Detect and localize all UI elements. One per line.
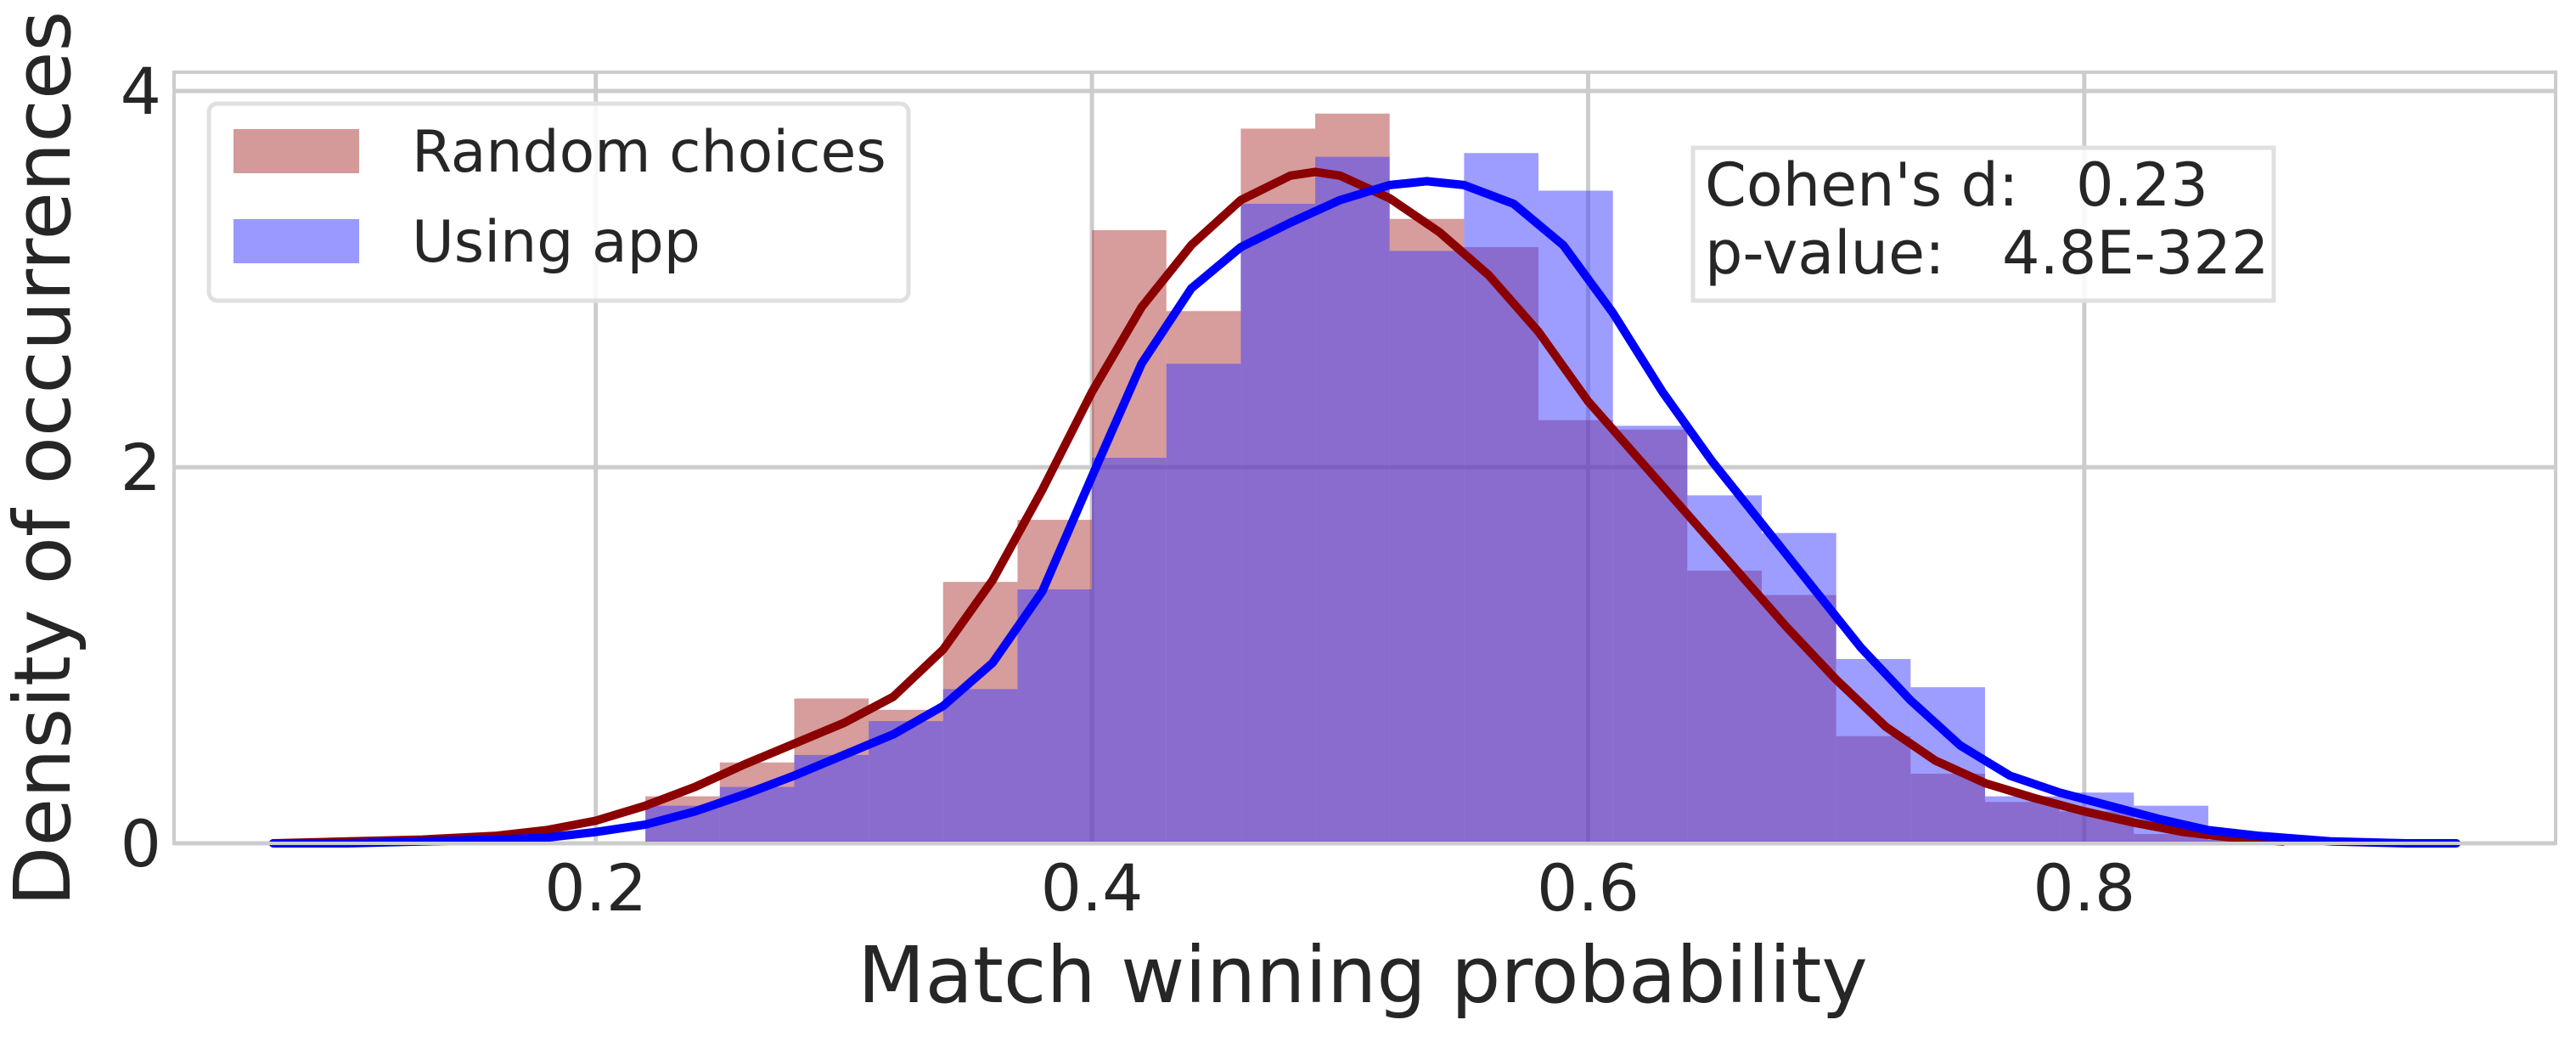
bar-using-app (1762, 532, 1836, 843)
x-tick-labels: 0.2 0.4 0.6 0.8 (544, 850, 2135, 926)
line-random-choices-kde (268, 167, 2287, 848)
stats-cohens-d-label: Cohen's d: (1705, 150, 2018, 220)
legend-label-random-choices: Random choices (412, 119, 886, 186)
y-tick-label: 4 (121, 54, 161, 129)
bar-using-app (1538, 190, 1613, 843)
stats-p-value-value: 4.8E-322 (2002, 218, 2269, 288)
y-tick-labels: 0 2 4 (121, 54, 161, 882)
bar-using-app (1240, 204, 1316, 843)
stats-annotation: Cohen's d: 0.23 p-value: 4.8E-322 (1690, 145, 2276, 303)
line-using-app-kde (268, 177, 2461, 848)
legend-label-using-app: Using app (412, 209, 700, 276)
bar-using-app (1612, 425, 1688, 843)
stats-cohens-d-value: 0.23 (2076, 150, 2208, 220)
bar-using-app (1389, 251, 1465, 843)
plot-frame (172, 70, 2557, 845)
y-axis-label: Density of occurrences (0, 11, 88, 907)
legend-box (206, 101, 911, 303)
bar-using-app (1464, 153, 1539, 844)
x-tick-label: 0.2 (544, 850, 647, 926)
legend-swatch-using-app (233, 219, 359, 263)
bar-using-app (942, 689, 1018, 843)
bar-using-app (1092, 458, 1167, 843)
bar-using-app (1315, 156, 1390, 843)
bar-using-app (1017, 589, 1093, 843)
y-tick-label: 2 (121, 430, 161, 505)
stats-box (1690, 145, 2276, 303)
y-tick-label: 0 (121, 806, 161, 882)
kde-lines (268, 167, 2461, 848)
x-tick-label: 0.4 (1041, 850, 1144, 926)
x-tick-label: 0.6 (1537, 850, 1640, 926)
bar-using-app (1166, 363, 1241, 843)
x-axis-label: Match winning probability (858, 930, 1868, 1021)
legend: Random choices Using app (206, 101, 911, 303)
bar-using-app (1687, 495, 1762, 843)
legend-swatch-random-choices (233, 129, 359, 173)
x-tick-label: 0.8 (2033, 850, 2135, 926)
stats-p-value-label: p-value: (1705, 218, 1945, 288)
